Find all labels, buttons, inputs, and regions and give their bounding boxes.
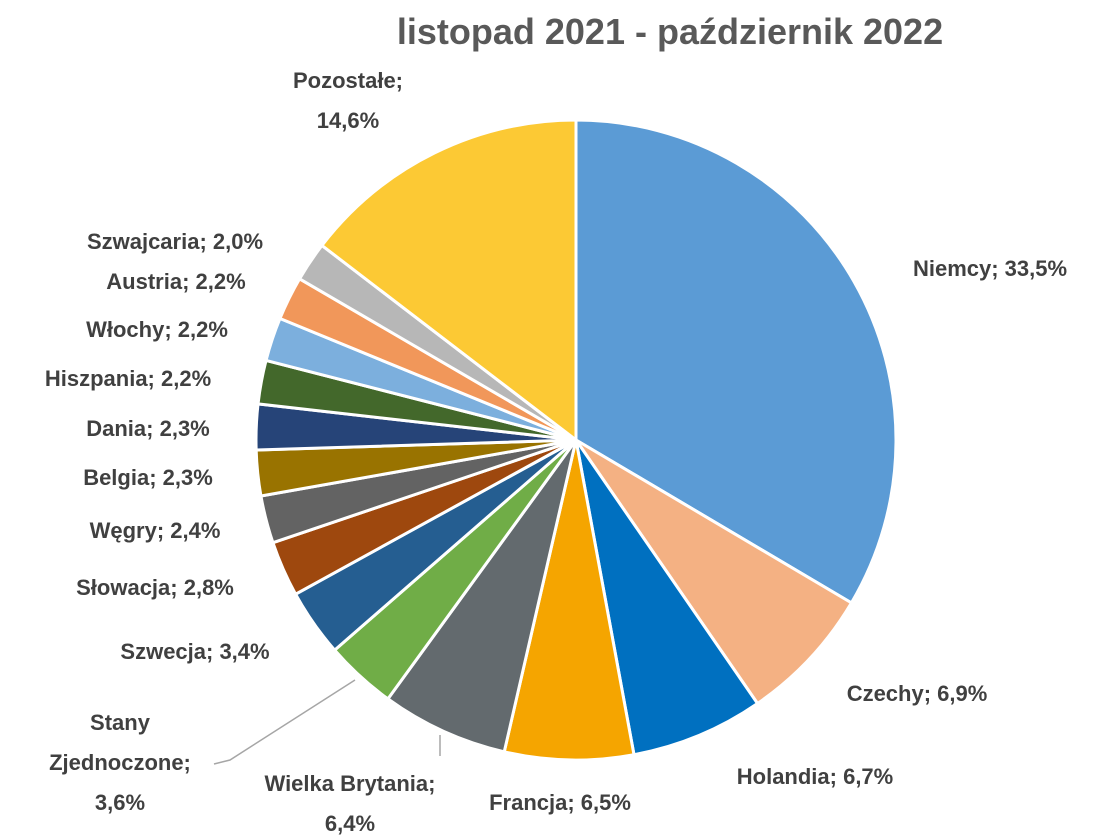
data-label: Dania; 2,3% [86, 416, 210, 441]
pie-slice [574, 439, 760, 757]
pie-slice [574, 118, 898, 605]
data-label: Szwajcaria; 2,0% [87, 229, 263, 254]
data-label: Węgry; 2,4% [90, 518, 221, 543]
data-label: Stany Zjednoczone; 3,6% [49, 710, 191, 815]
data-label: Słowacja; 2,8% [76, 575, 234, 600]
data-label: Czechy; 6,9% [847, 681, 988, 706]
leader-line [213, 679, 356, 765]
data-label: Niemcy; 33,5% [913, 256, 1067, 281]
data-label: Szwecja; 3,4% [120, 639, 269, 664]
data-label: Włochy; 2,2% [86, 317, 228, 342]
pie-slice [319, 118, 578, 444]
data-label: Francja; 6,5% [489, 790, 631, 815]
data-label: Hiszpania; 2,2% [45, 366, 211, 391]
pie-slice [574, 438, 854, 706]
data-label: Pozostałe; 14,6% [293, 68, 403, 133]
data-label: Austria; 2,2% [106, 269, 245, 294]
chart-title: listopad 2021 - październik 2022 [397, 11, 943, 52]
data-label: Belgia; 2,3% [83, 465, 213, 490]
data-label: Holandia; 6,7% [737, 764, 893, 789]
pie-slice [502, 439, 636, 762]
data-label: Wielka Brytania; 6,4% [265, 771, 436, 836]
pie-slice [385, 439, 578, 754]
